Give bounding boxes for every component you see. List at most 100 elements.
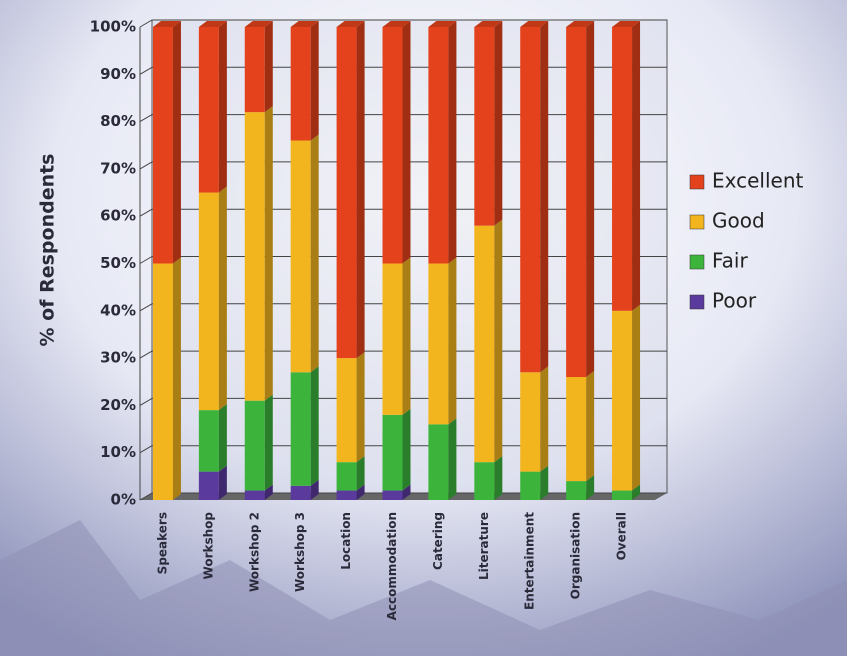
bar-side bbox=[586, 475, 595, 500]
bar-top bbox=[520, 21, 549, 27]
bar-top bbox=[152, 21, 181, 27]
bar-segment bbox=[382, 263, 403, 415]
bar-segment bbox=[336, 358, 357, 463]
grid-diag bbox=[139, 256, 153, 264]
y-tick-label: 10% bbox=[100, 443, 136, 461]
bar-side bbox=[402, 257, 411, 415]
legend-swatch bbox=[689, 294, 705, 310]
bar-side bbox=[264, 394, 273, 491]
y-tick-label: 100% bbox=[90, 18, 136, 36]
x-tick-label: Accommodation bbox=[385, 512, 399, 620]
bar-segment bbox=[290, 485, 311, 500]
bar-segment bbox=[474, 462, 495, 500]
bar-side bbox=[540, 465, 549, 500]
bar-segment bbox=[474, 27, 495, 226]
bar-side bbox=[402, 408, 411, 491]
legend-swatch bbox=[689, 254, 705, 270]
bar-side bbox=[632, 484, 641, 500]
bar-side bbox=[310, 366, 319, 486]
bar-top bbox=[566, 21, 595, 27]
x-tick-label: Entertainment bbox=[523, 512, 537, 610]
bar-segment bbox=[198, 410, 219, 472]
bar-segment bbox=[244, 400, 265, 491]
x-tick-label: Location bbox=[339, 512, 353, 570]
bar-top bbox=[474, 21, 503, 27]
legend-swatch bbox=[689, 174, 705, 190]
y-tick-label: 0% bbox=[111, 491, 136, 509]
mountains bbox=[0, 520, 847, 656]
bar-top bbox=[198, 21, 227, 27]
bar-top bbox=[244, 21, 273, 27]
y-tick-label: 60% bbox=[100, 207, 136, 225]
y-tick-label: 50% bbox=[100, 254, 136, 272]
legend-swatch bbox=[689, 214, 705, 230]
bar-side bbox=[264, 21, 273, 113]
bar-side bbox=[356, 21, 365, 359]
bar-side bbox=[264, 484, 273, 500]
bar-side bbox=[356, 352, 365, 463]
bar-segment bbox=[382, 490, 403, 500]
legend-label: Fair bbox=[712, 249, 748, 273]
bar-segment bbox=[290, 372, 311, 486]
x-tick-label: Workshop bbox=[201, 512, 215, 580]
bar-side bbox=[218, 465, 227, 500]
bar-side bbox=[310, 134, 319, 373]
bar-segment bbox=[336, 462, 357, 491]
bar-segment bbox=[244, 490, 265, 500]
bar-side bbox=[402, 21, 411, 264]
y-tick-label: 40% bbox=[100, 301, 136, 319]
grid-diag bbox=[139, 397, 153, 406]
legend-label: Poor bbox=[712, 289, 757, 313]
bar-side bbox=[356, 456, 365, 491]
bar-side bbox=[632, 21, 641, 311]
legend-label: Excellent bbox=[712, 169, 804, 193]
bar-segment bbox=[290, 27, 311, 141]
bar-segment bbox=[428, 424, 449, 500]
bar-side bbox=[356, 484, 365, 500]
bar-side bbox=[448, 257, 457, 425]
bar-segment bbox=[198, 27, 219, 193]
x-tick-label: Speakers bbox=[155, 512, 169, 574]
x-tick-label: Organisation bbox=[569, 512, 583, 599]
bar-segment bbox=[474, 225, 495, 463]
y-tick-label: 80% bbox=[100, 112, 136, 130]
bar-segment bbox=[336, 27, 357, 359]
bar-top bbox=[428, 21, 457, 27]
bar-side bbox=[172, 257, 181, 500]
bar-segment bbox=[382, 414, 403, 491]
bar-segment bbox=[382, 27, 403, 264]
bar-segment bbox=[336, 490, 357, 500]
y-tick-label: 90% bbox=[100, 65, 136, 83]
grid-diag bbox=[139, 492, 153, 501]
bar-side bbox=[494, 456, 503, 500]
bar-segment bbox=[244, 27, 265, 113]
bar-side bbox=[310, 21, 319, 141]
bar-segment bbox=[520, 372, 541, 472]
grid-diag bbox=[139, 445, 153, 454]
grid-diag bbox=[139, 66, 153, 75]
bar-side bbox=[448, 21, 457, 264]
bar-segment bbox=[566, 27, 587, 378]
bar-side bbox=[494, 219, 503, 463]
x-tick-label: Workshop 2 bbox=[247, 512, 261, 592]
bar-segment bbox=[290, 140, 311, 373]
grid-diag bbox=[139, 350, 153, 359]
bar-segment bbox=[152, 27, 173, 264]
bar-segment bbox=[520, 471, 541, 500]
x-tick-label: Literature bbox=[477, 512, 491, 580]
bar-segment bbox=[198, 192, 219, 411]
bar-side bbox=[540, 366, 549, 472]
grid-diag bbox=[139, 303, 153, 312]
grid-diag bbox=[139, 208, 153, 217]
bar-side bbox=[586, 21, 595, 378]
y-tick-label: 70% bbox=[100, 159, 136, 177]
bar-top bbox=[612, 21, 641, 27]
bar-segment bbox=[198, 471, 219, 500]
y-axis-label: % of Respondents bbox=[37, 154, 59, 347]
bar-segment bbox=[612, 310, 633, 491]
bar-side bbox=[586, 371, 595, 482]
bar-side bbox=[218, 186, 227, 411]
bar-segment bbox=[152, 263, 173, 500]
